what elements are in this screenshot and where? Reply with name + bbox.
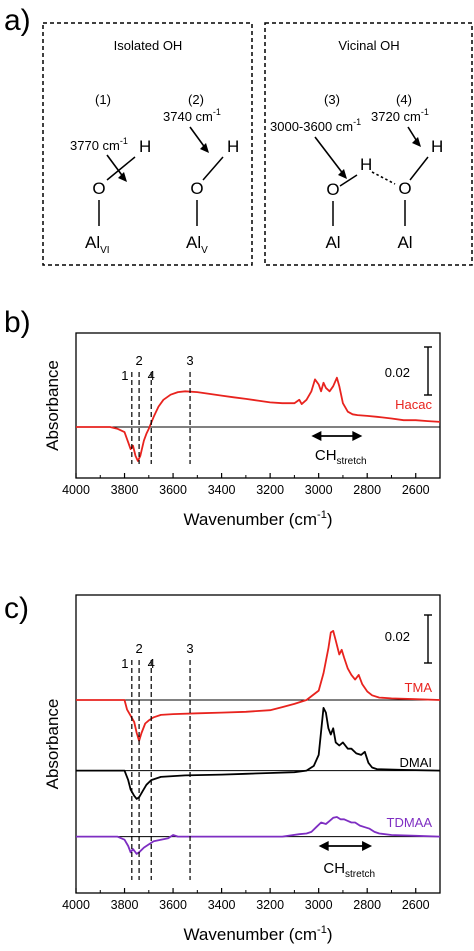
chart-panel-c: c) 4000 3800 3600 3400 3200 3000 2800 2600 Wavenu… [4,592,441,944]
series-line-dmai [76,707,441,800]
x-tick-label: 3400 [208,898,236,912]
x-tick-label: 3600 [159,483,187,497]
species-2-frequency: 3740 cm-1 [163,107,221,124]
species-3-o-atom: O [326,180,339,199]
series-line-tma [76,630,441,742]
y-axis-label: Absorbance [43,699,62,790]
y-axis-label: Absorbance [43,360,62,451]
ch-stretch-arrowhead-left [311,431,322,441]
species-1-arrowhead [118,172,127,182]
species-4-frequency: 3720 cm-1 [371,107,429,124]
species-4-number: (4) [396,92,412,107]
marker-label-4: 4 [148,368,155,383]
species-3-al-atom: Al [325,233,340,252]
ch-stretch-label: CHstretch [315,447,367,467]
ch-stretch-arrowhead-right [352,431,363,441]
marker-label-4: 4 [148,656,155,671]
species-1-o-atom: O [92,179,105,198]
x-axis-label: Wavenumber (cm-1) [184,924,333,944]
series-line-tdmaa [76,816,441,855]
species-2-arrow [189,126,207,150]
panel-c-label: c) [4,592,29,625]
x-tick-label: 3200 [256,483,284,497]
x-tick-label: 3000 [305,483,333,497]
x-tick-label: 3800 [111,483,139,497]
marker-label-2: 2 [135,353,142,368]
species-1-al-atom: AlVI [85,233,110,256]
x-tick-label: 4000 [62,898,90,912]
series-label-tdmaa: TDMAA [387,815,433,830]
isolated-oh-box [42,22,253,266]
plot-frame [75,594,441,894]
isolated-oh-title: Isolated OH [114,38,183,53]
series-line-hacac [76,376,441,462]
species-3-arrow [314,136,345,176]
scale-bar-label: 0.02 [385,629,410,644]
ch-stretch-arrowhead-left [318,841,329,851]
x-tick-label: 2600 [402,483,430,497]
species-2-h-atom: H [227,137,239,156]
plot-frame [75,332,441,479]
scale-bar-label: 0.02 [385,365,410,380]
species-4-arrowhead [412,137,421,147]
x-tick-label: 3200 [256,898,284,912]
species-1-oh-bond [106,156,136,181]
series-label-hacac: Hacac [395,397,432,412]
marker-label-1: 1 [121,656,128,671]
species-3-arrowhead [338,169,347,179]
x-tick-label: 2800 [353,898,381,912]
x-tick-label: 3800 [111,898,139,912]
panel-b-label: b) [4,306,31,339]
species-1-frequency: 3770 cm-1 [70,136,128,153]
panel-a-label: a) [4,4,31,37]
species-4-h-atom: H [431,137,443,156]
species-4-oh-bond [409,156,429,181]
x-tick-label: 3400 [208,483,236,497]
x-axis-label: Wavenumber (cm-1) [184,509,333,529]
species-3-h-atom: H [360,155,372,174]
x-tick-label: 3600 [159,898,187,912]
species-3-oh-bond [339,174,358,187]
species-2-number: (2) [188,92,204,107]
x-tick-label: 2800 [353,483,381,497]
series-label-dmai: DMAI [400,755,433,770]
species-1-arrow [106,154,125,179]
species-1-number: (1) [95,92,111,107]
chart-panels: b) 4000 3800 3600 3400 3200 3000 2800 2600 Wavenu… [4,306,441,944]
vicinal-oh-box [264,22,473,266]
ch-stretch-arrowhead-right [362,841,373,851]
x-tick-label: 3000 [305,898,333,912]
series-label-tma: TMA [405,680,433,695]
species-3-frequency: 3000-3600 cm-1 [270,117,361,134]
panel-a: a) Isolated OH (1) 3770 cm-1 H O AlVI (2… [4,4,473,266]
chart-panel-b: b) 4000 3800 3600 3400 3200 3000 2800 2600 Wavenu… [4,306,441,529]
x-tick-label: 4000 [62,483,90,497]
hydrogen-bond [371,171,396,185]
species-1-h-atom: H [139,137,151,156]
ch-stretch-label: CHstretch [323,860,375,880]
x-tick-label: 2600 [402,898,430,912]
marker-label-2: 2 [135,641,142,656]
vicinal-oh-title: Vicinal OH [338,38,399,53]
marker-label-1: 1 [121,368,128,383]
species-2-oh-bond [202,156,224,181]
species-2-arrowhead [200,143,209,153]
species-2-o-atom: O [190,179,203,198]
species-4-al-atom: Al [397,233,412,252]
marker-label-3: 3 [186,641,193,656]
species-4-o-atom: O [398,179,411,198]
species-2-al-atom: AlV [186,233,208,256]
marker-label-3: 3 [186,353,193,368]
species-3-number: (3) [324,92,340,107]
